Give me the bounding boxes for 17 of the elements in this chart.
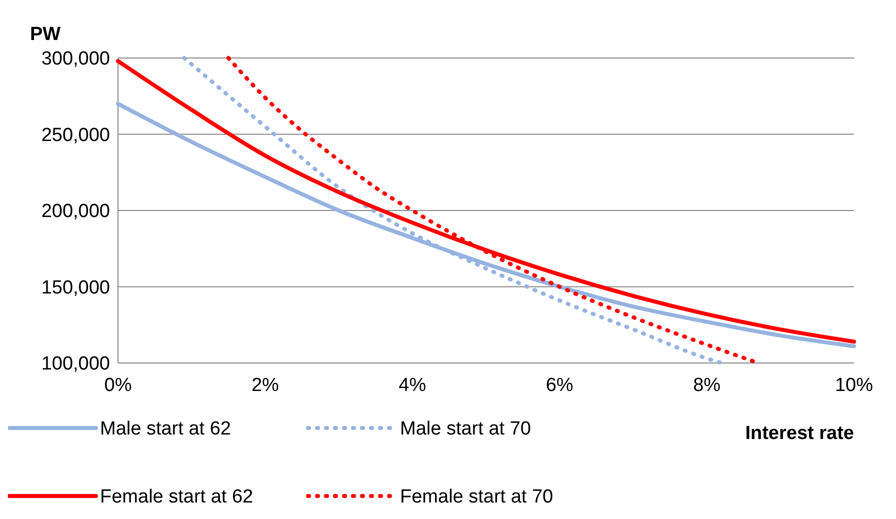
x-tick-label: 6%	[546, 375, 574, 396]
y-tick-label: 150,000	[41, 277, 110, 298]
x-tick-label: 2%	[251, 375, 280, 396]
x-tick-label: 4%	[398, 375, 426, 396]
legend-label: Male start at 62	[100, 418, 231, 440]
x-tick-label: 0%	[104, 375, 132, 396]
x-tick-label: 8%	[693, 375, 721, 396]
x-tick-label: 10%	[834, 375, 874, 396]
x-axis-title: Interest rate	[745, 423, 854, 444]
y-tick-label: 200,000	[41, 201, 110, 222]
y-tick-label: 100,000	[41, 354, 110, 375]
y-axis-title: PW	[30, 24, 61, 45]
y-tick-label: 250,000	[41, 124, 110, 146]
legend-label: Male start at 70	[400, 418, 531, 440]
y-tick-label: 300,000	[41, 48, 110, 70]
legend-label: Female start at 70	[400, 486, 554, 508]
legend-label: Female start at 62	[100, 486, 254, 508]
